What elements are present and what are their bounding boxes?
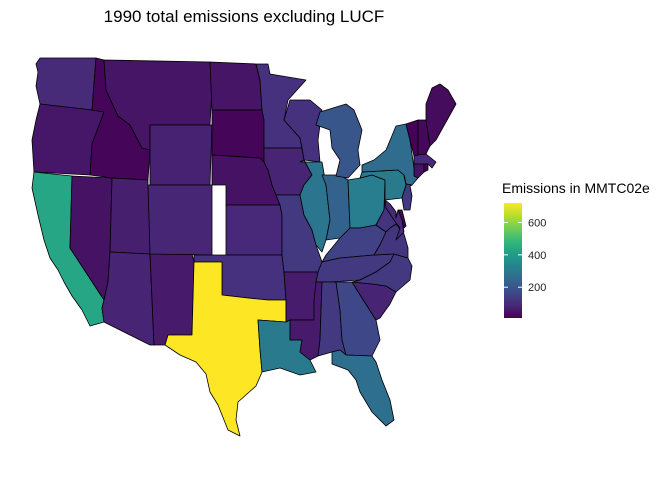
state-utah	[109, 177, 151, 255]
legend-colorbar	[504, 203, 522, 318]
state-north-dakota	[209, 61, 263, 111]
map-title: 1990 total emissions excluding LUCF	[104, 7, 385, 26]
legend-tick-label: 400	[528, 250, 546, 262]
state-michigan	[315, 103, 363, 179]
legend-ticks: 200 400 600	[504, 217, 546, 294]
state-kansas	[225, 204, 283, 256]
state-colorado	[147, 184, 213, 256]
state-washington	[35, 57, 97, 111]
state-new-mexico	[149, 253, 195, 346]
legend-tick-label: 600	[528, 217, 546, 229]
state-south-dakota	[211, 109, 265, 163]
legend: Emissions in MMTC02e 200 400 600	[502, 180, 650, 318]
state-wisconsin	[283, 99, 323, 163]
state-florida	[331, 349, 395, 427]
state-maryland	[384, 199, 405, 241]
states-layer	[31, 57, 457, 437]
state-texas	[164, 261, 287, 437]
state-new-jersey	[401, 174, 413, 211]
legend-title: Emissions in MMTC02e	[502, 180, 650, 196]
state-connecticut	[413, 163, 425, 179]
state-wyoming	[149, 124, 213, 186]
legend-tick-label: 200	[528, 282, 546, 294]
state-north-carolina	[351, 253, 413, 293]
state-arizona	[101, 251, 155, 346]
state-rhode-island	[423, 163, 429, 173]
state-maine	[425, 83, 457, 147]
